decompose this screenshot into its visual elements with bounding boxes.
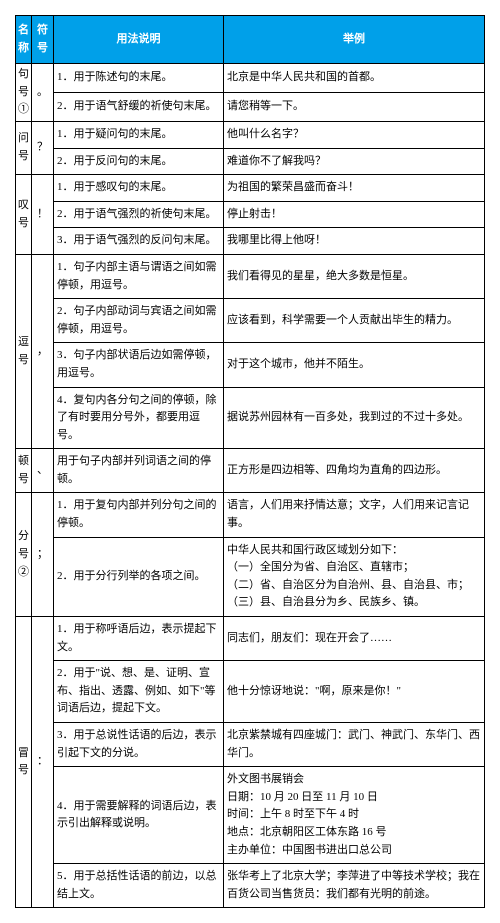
- example-cell: 为祖国的繁荣昌盛而奋斗！: [224, 175, 485, 202]
- symbol-cell: 、: [32, 449, 54, 493]
- table-row: 5．用于总括性话语的前边，以总结上文。张华考上了北京大学；李萍进了中等技术学校；…: [16, 864, 485, 908]
- example-cell: 同志们，朋友们：现在开会了……: [224, 617, 485, 661]
- usage-cell: 1．句子内部主语与谓语之间如需停顿，用逗号。: [54, 254, 224, 298]
- table-row: 2．句子内部动词与宾语之间如需停顿，用逗号。应该看到，科学需要一个人贡献出毕生的…: [16, 299, 485, 343]
- symbol-cell: ：: [32, 617, 54, 908]
- usage-cell: 3．用于语气强烈的反问句末尾。: [54, 228, 224, 255]
- usage-cell: 3．用于总说性话语的后边，表示引起下文的分说。: [54, 723, 224, 767]
- table-row: 3．用于总说性话语的后边，表示引起下文的分说。北京紫禁城有四座城门：武门、神武门…: [16, 723, 485, 767]
- symbol-cell: ？: [32, 121, 54, 174]
- punctuation-table: 名称 符号 用法说明 举例 句号①。1．用于陈述句的末尾。北京是中华人民共和国的…: [15, 15, 485, 908]
- h-sym: 符号: [32, 16, 54, 64]
- example-cell: 对于这个城市，他并不陌生。: [224, 343, 485, 387]
- example-cell: 据说苏州园林有一百多处，我到过的不过十多处。: [224, 387, 485, 449]
- usage-cell: 2．用于分行列举的各项之间。: [54, 537, 224, 616]
- usage-cell: 1．用于称呼语后边，表示提起下文。: [54, 617, 224, 661]
- example-cell: 他十分惊讶地说："啊，原来是你！": [224, 661, 485, 723]
- usage-cell: 2．用于语气舒缓的祈使句末尾。: [54, 93, 224, 122]
- usage-cell: 1．用于陈述句的末尾。: [54, 64, 224, 93]
- h-ex: 举例: [224, 16, 485, 64]
- example-cell: 语言，人们用来抒情达意；文字，人们用来记言记事。: [224, 493, 485, 537]
- table-row: 逗号，1．句子内部主语与谓语之间如需停顿，用逗号。我们看得见的星星，绝大多数是恒…: [16, 254, 485, 298]
- example-cell: 张华考上了北京大学；李萍进了中等技术学校；我在百货公司当售货员：我们都有光明的前…: [224, 864, 485, 908]
- name-cell: 叹号: [16, 175, 32, 255]
- h-name: 名称: [16, 16, 32, 64]
- example-cell: 应该看到，科学需要一个人贡献出毕生的精力。: [224, 299, 485, 343]
- table-row: 问号？1．用于疑问句的末尾。他叫什么名字？: [16, 121, 485, 148]
- example-cell: 北京是中华人民共和国的首都。: [224, 64, 485, 93]
- example-cell: 难道你不了解我吗？: [224, 148, 485, 175]
- h-use: 用法说明: [54, 16, 224, 64]
- example-cell: 正方形是四边相等、四角均为直角的四边形。: [224, 449, 485, 493]
- usage-cell: 2．用于反问句的末尾。: [54, 148, 224, 175]
- example-cell: 我哪里比得上他呀！: [224, 228, 485, 255]
- usage-cell: 用于句子内部并列词语之间的停顿。: [54, 449, 224, 493]
- usage-cell: 4．复句内各分句之间的停顿，除了有时要用分号外，都要用逗号。: [54, 387, 224, 449]
- example-cell: 我们看得见的星星，绝大多数是恒星。: [224, 254, 485, 298]
- name-cell: 分号②: [16, 493, 32, 617]
- usage-cell: 1．用于复句内部并列分句之间的停顿。: [54, 493, 224, 537]
- example-cell: 北京紫禁城有四座城门：武门、神武门、东华门、西华门。: [224, 723, 485, 767]
- symbol-cell: ，: [32, 254, 54, 448]
- usage-cell: 1．用于感叹句的末尾。: [54, 175, 224, 202]
- symbol-cell: ；: [32, 493, 54, 617]
- name-cell: 句号①: [16, 64, 32, 122]
- table-row: 2．用于语气舒缓的祈使句末尾。请您稍等一下。: [16, 93, 485, 122]
- name-cell: 逗号: [16, 254, 32, 448]
- usage-cell: 5．用于总括性话语的前边，以总结上文。: [54, 864, 224, 908]
- usage-cell: 2．句子内部动词与宾语之间如需停顿，用逗号。: [54, 299, 224, 343]
- table-row: 3．用于语气强烈的反问句末尾。我哪里比得上他呀！: [16, 228, 485, 255]
- example-cell: 外文图书展销会 日期：10 月 20 日至 11 月 10 日 时间：上午 8 …: [224, 767, 485, 864]
- table-row: 3．句子内部状语后边如需停顿，用逗号。对于这个城市，他并不陌生。: [16, 343, 485, 387]
- table-row: 2．用于反问句的末尾。难道你不了解我吗？: [16, 148, 485, 175]
- example-cell: 请您稍等一下。: [224, 93, 485, 122]
- table-row: 叹号！1．用于感叹句的末尾。为祖国的繁荣昌盛而奋斗！: [16, 175, 485, 202]
- table-row: 顿号、用于句子内部并列词语之间的停顿。正方形是四边相等、四角均为直角的四边形。: [16, 449, 485, 493]
- table-row: 2．用于"说、想、是、证明、宣布、指出、透露、例如、如下"等词语后边，提起下文。…: [16, 661, 485, 723]
- usage-cell: 1．用于疑问句的末尾。: [54, 121, 224, 148]
- symbol-cell: 。: [32, 64, 54, 122]
- example-cell: 他叫什么名字？: [224, 121, 485, 148]
- usage-cell: 2．用于语气强烈的祈使句末尾。: [54, 201, 224, 228]
- name-cell: 问号: [16, 121, 32, 174]
- table-row: 冒号：1．用于称呼语后边，表示提起下文。同志们，朋友们：现在开会了……: [16, 617, 485, 661]
- table-row: 4．复句内各分句之间的停顿，除了有时要用分号外，都要用逗号。据说苏州园林有一百多…: [16, 387, 485, 449]
- usage-cell: 4．用于需要解释的词语后边，表示引出解释或说明。: [54, 767, 224, 864]
- header-row: 名称 符号 用法说明 举例: [16, 16, 485, 64]
- table-row: 2．用于分行列举的各项之间。中华人民共和国行政区域划分如下： （一）全国分为省、…: [16, 537, 485, 616]
- usage-cell: 3．句子内部状语后边如需停顿，用逗号。: [54, 343, 224, 387]
- name-cell: 冒号: [16, 617, 32, 908]
- name-cell: 顿号: [16, 449, 32, 493]
- table-row: 句号①。1．用于陈述句的末尾。北京是中华人民共和国的首都。: [16, 64, 485, 93]
- table-row: 2．用于语气强烈的祈使句末尾。停止射击！: [16, 201, 485, 228]
- symbol-cell: ！: [32, 175, 54, 255]
- table-row: 4．用于需要解释的词语后边，表示引出解释或说明。外文图书展销会 日期：10 月 …: [16, 767, 485, 864]
- example-cell: 停止射击！: [224, 201, 485, 228]
- usage-cell: 2．用于"说、想、是、证明、宣布、指出、透露、例如、如下"等词语后边，提起下文。: [54, 661, 224, 723]
- example-cell: 中华人民共和国行政区域划分如下： （一）全国分为省、自治区、直辖市； （二）省、…: [224, 537, 485, 616]
- table-row: 分号②；1．用于复句内部并列分句之间的停顿。语言，人们用来抒情达意；文字，人们用…: [16, 493, 485, 537]
